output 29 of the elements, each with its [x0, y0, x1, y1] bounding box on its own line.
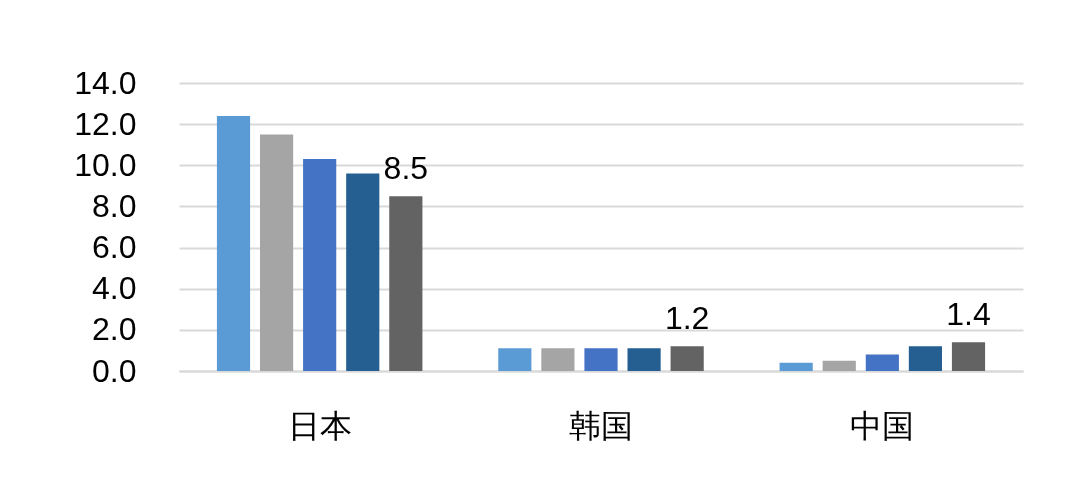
bar [822, 360, 856, 371]
bar [584, 348, 618, 371]
y-tick-label: 2.0 [92, 311, 137, 348]
bar [779, 362, 813, 371]
bar [951, 342, 986, 371]
bar [498, 348, 532, 371]
data-label: 1.4 [946, 296, 991, 333]
y-tick-label: 10.0 [74, 146, 137, 183]
data-label: 1.2 [664, 300, 710, 337]
x-tick-label: 韩国 [569, 407, 633, 444]
bar [303, 159, 337, 371]
bar [216, 115, 251, 371]
y-tick-label: 0.0 [92, 352, 137, 389]
bar [865, 354, 899, 371]
x-tick-label: 日本 [287, 407, 352, 444]
bar [908, 346, 942, 371]
bar [260, 134, 294, 371]
y-tick-label: 14.0 [74, 64, 137, 101]
bar [627, 348, 661, 371]
bar [389, 196, 423, 371]
x-tick-label: 中国 [850, 407, 915, 444]
y-tick-label: 6.0 [92, 229, 137, 266]
y-tick-label: 4.0 [92, 270, 137, 307]
y-tick-label: 8.0 [92, 187, 137, 224]
bar [670, 346, 704, 371]
data-label: 8.5 [383, 150, 429, 187]
bar [346, 173, 380, 371]
bar [541, 348, 575, 371]
y-tick-label: 12.0 [74, 105, 137, 142]
